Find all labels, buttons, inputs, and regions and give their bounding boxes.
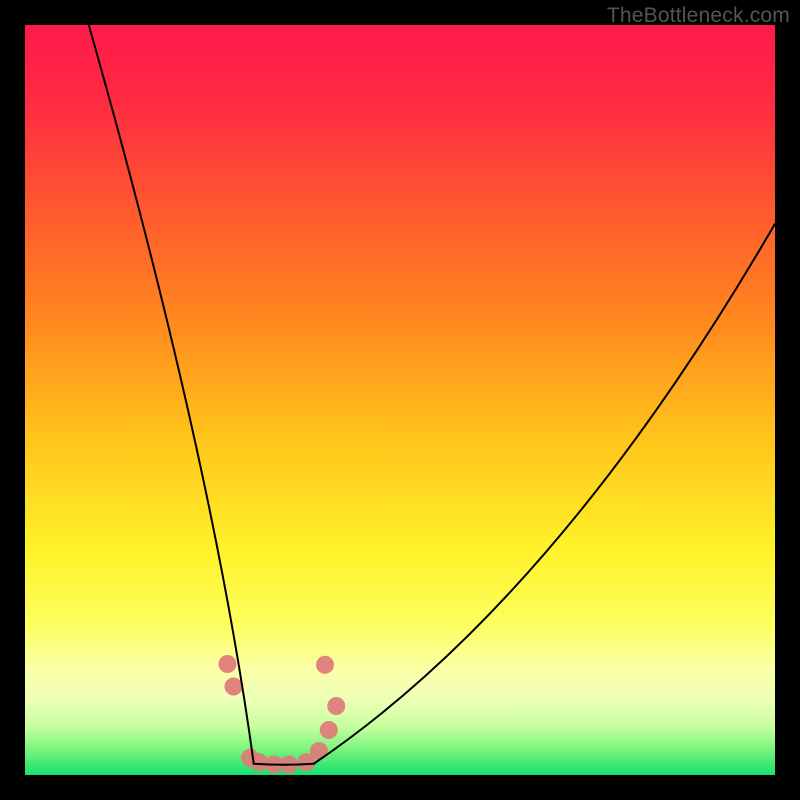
watermark-text: TheBottleneck.com xyxy=(607,4,790,28)
data-marker xyxy=(327,697,345,715)
data-marker xyxy=(316,656,334,674)
data-marker xyxy=(320,721,338,739)
data-marker xyxy=(310,742,328,760)
chart-container: TheBottleneck.com xyxy=(0,0,800,800)
data-marker xyxy=(225,678,243,696)
bottleneck-chart xyxy=(0,0,800,800)
data-marker xyxy=(219,655,237,673)
